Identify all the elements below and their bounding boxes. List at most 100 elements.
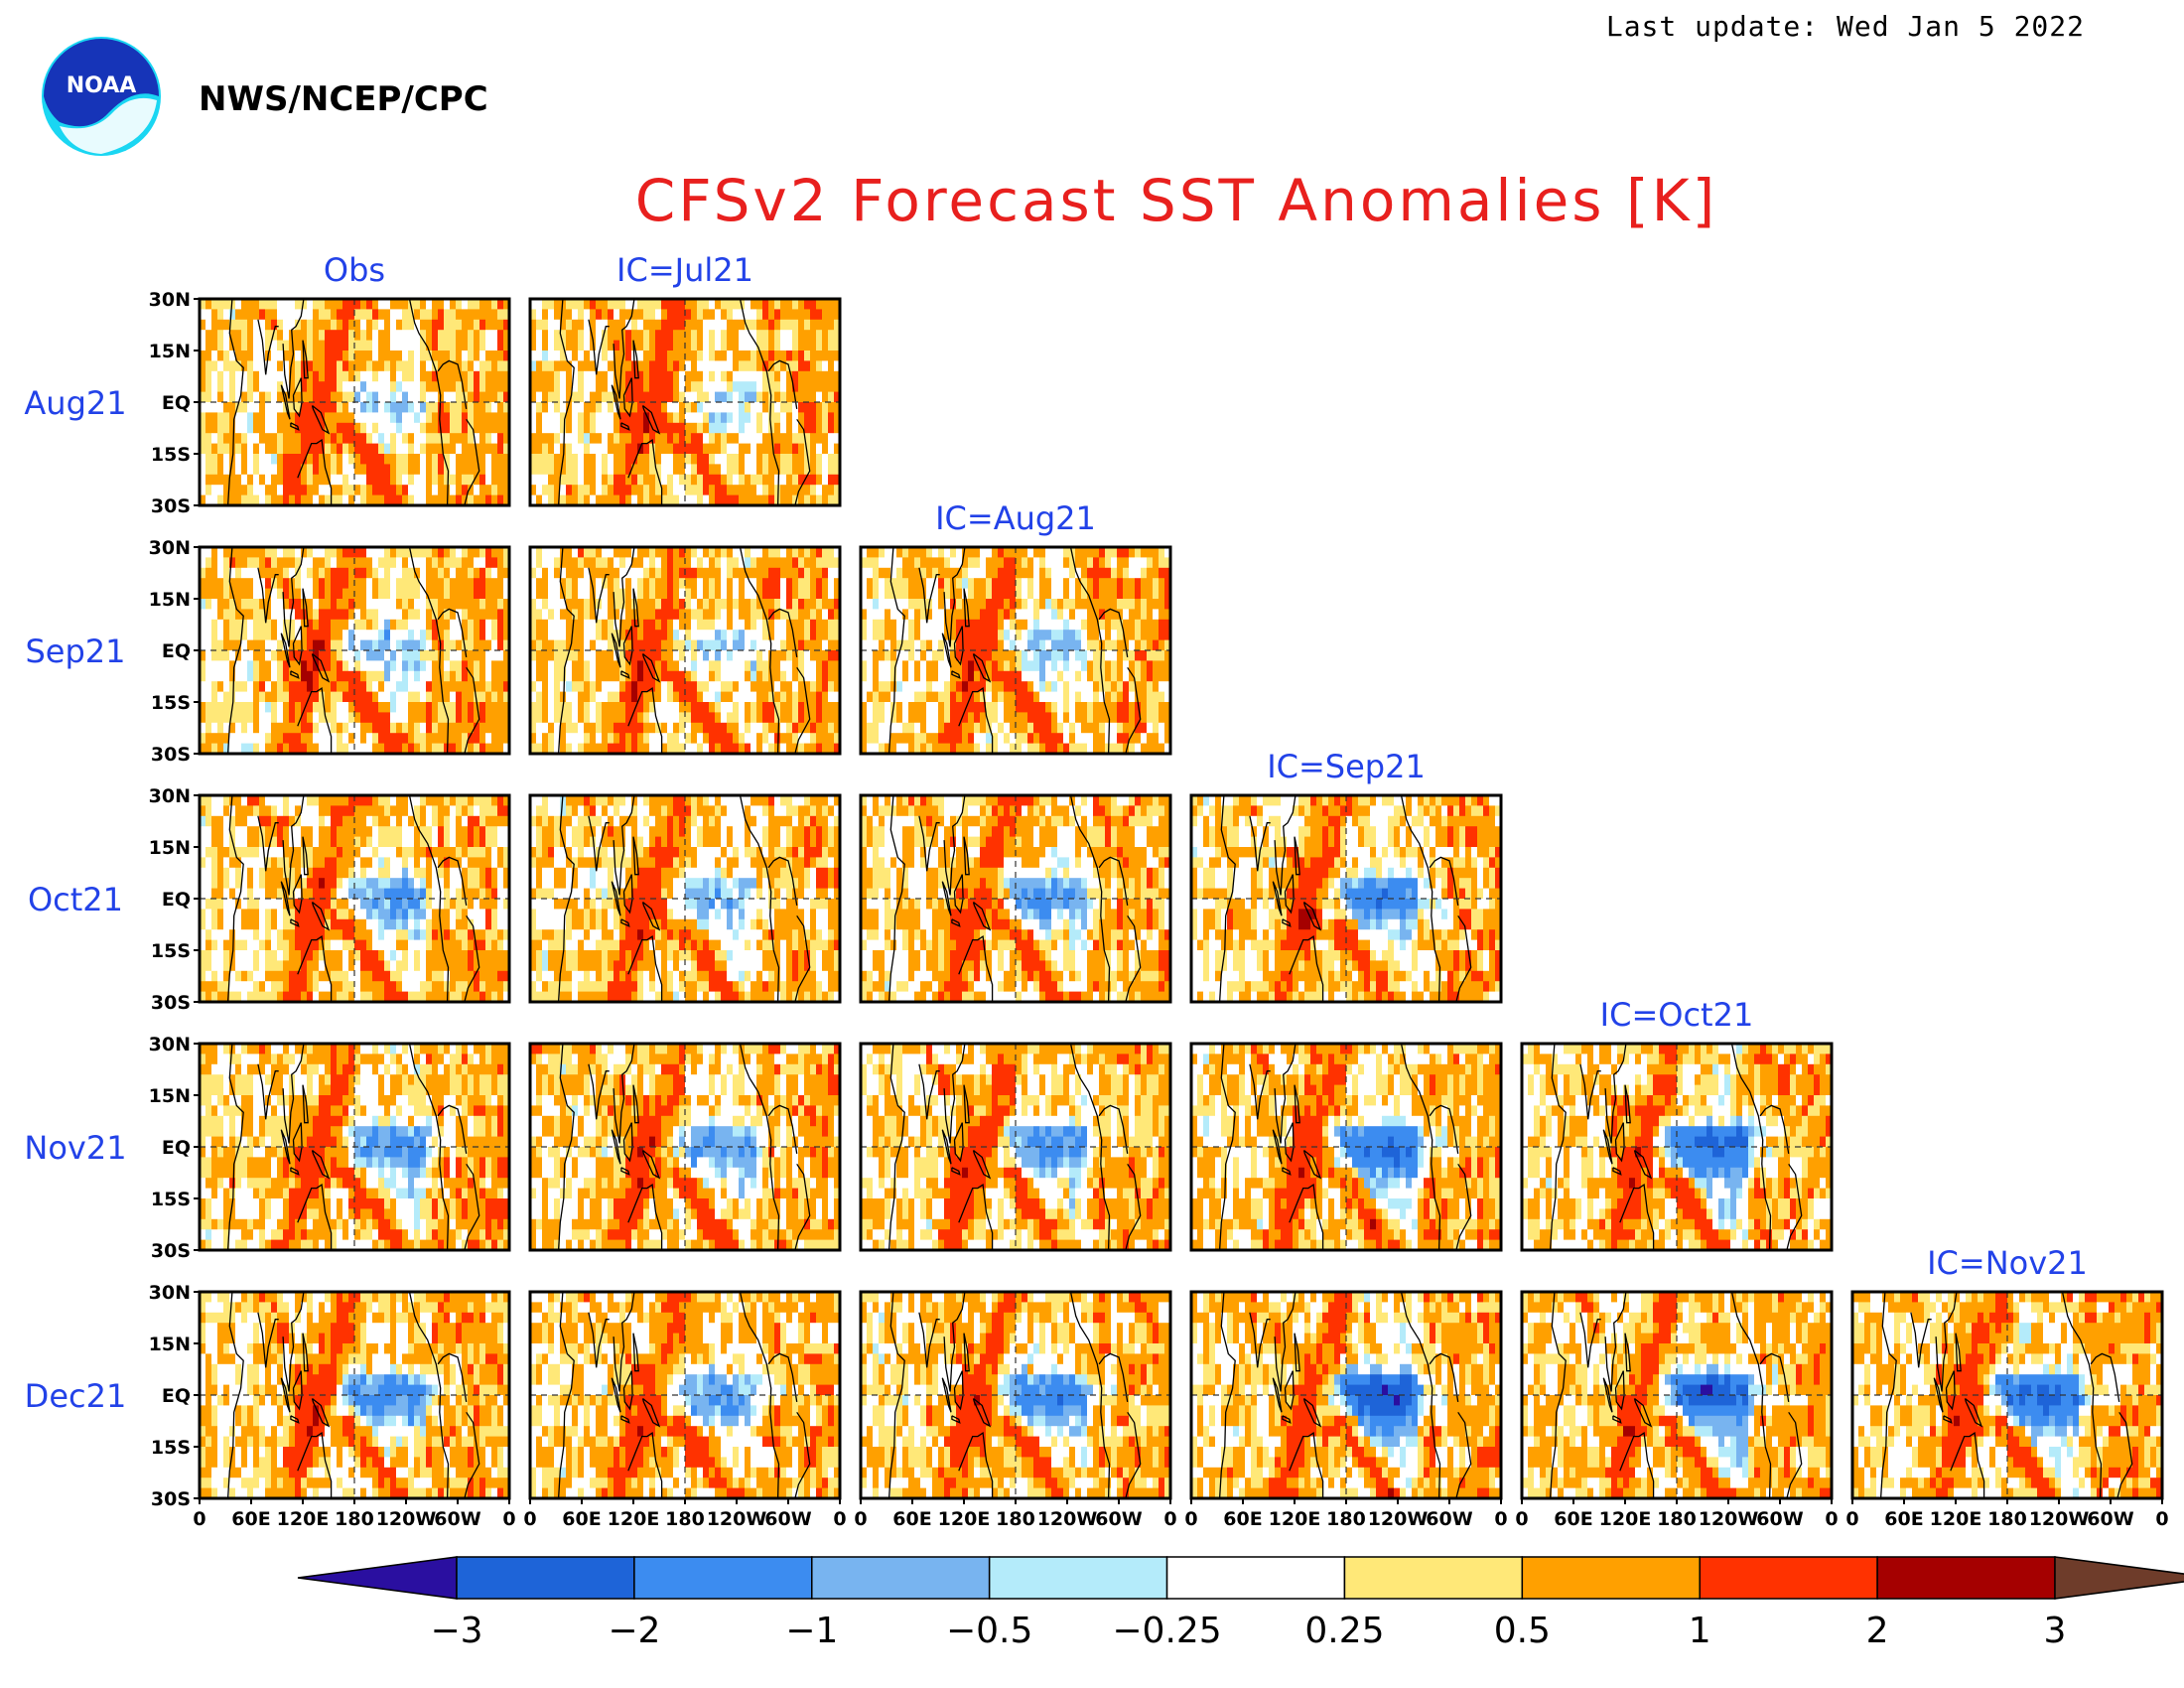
sst-cell (828, 733, 835, 745)
sst-cell (774, 330, 781, 342)
sst-cell (703, 485, 710, 496)
sst-cell (378, 588, 385, 600)
sst-cell (804, 309, 811, 321)
sst-cell (816, 691, 823, 703)
sst-cell (444, 733, 451, 745)
sst-cell (319, 639, 326, 651)
sst-cell (259, 619, 266, 631)
sst-cell (715, 485, 722, 496)
sst-cell (384, 702, 391, 713)
sst-cell (307, 309, 314, 321)
sst-cell (402, 691, 409, 703)
sst-cell (491, 370, 498, 382)
coastline (557, 299, 575, 505)
sst-cell (614, 494, 620, 505)
sst-cell (223, 433, 230, 445)
sst-cell (200, 494, 206, 505)
sst-cell (727, 402, 734, 413)
sst-cell (667, 454, 674, 465)
sst-cell (253, 557, 260, 569)
last-update: Last update: Wed Jan 5 2022 (1606, 10, 2085, 43)
sst-cell (834, 712, 840, 724)
sst-cell (205, 557, 212, 569)
sst-cell (462, 588, 469, 600)
sst-cell (200, 422, 206, 434)
sst-cell (590, 319, 597, 331)
sst-cell (566, 681, 573, 693)
sst-cell (786, 609, 793, 621)
sst-cell (762, 360, 769, 372)
sst-cell (542, 433, 549, 445)
sst-cell (542, 619, 549, 631)
sst-cell (780, 309, 787, 321)
sst-cell (974, 547, 981, 558)
sst-cell (762, 639, 769, 651)
sst-cell (1033, 567, 1040, 579)
sst-cell (348, 402, 355, 413)
sst-cell (834, 494, 840, 505)
sst-cell (265, 588, 272, 600)
sst-cell (902, 609, 909, 621)
sst-cell (619, 360, 626, 372)
sst-cell (241, 454, 248, 465)
sst-cell (733, 630, 740, 641)
sst-cell (998, 681, 1005, 693)
sst-cell (1069, 681, 1076, 693)
sst-cell (542, 639, 549, 651)
sst-cell (786, 464, 793, 476)
sst-cell (295, 402, 302, 413)
sst-cell (408, 370, 415, 382)
sst-cell (968, 702, 975, 713)
sst-cell (277, 722, 284, 734)
sst-cell (542, 402, 549, 413)
sst-cell (271, 609, 278, 621)
sst-cell (420, 412, 427, 424)
sst-cell (619, 299, 626, 310)
sst-cell (1069, 567, 1076, 579)
sst-cell (756, 330, 763, 342)
sst-cell (756, 630, 763, 641)
sst-cell (277, 391, 284, 403)
sst-cell (247, 733, 254, 745)
sst-cell (530, 340, 537, 352)
sst-cell (792, 712, 799, 724)
sst-cell (721, 670, 728, 682)
sst-cell (491, 464, 498, 476)
sst-cell (602, 650, 609, 661)
sst-cell (980, 619, 987, 631)
sst-cell (1051, 691, 1058, 703)
sst-cell (530, 391, 537, 403)
sst-cell (420, 743, 427, 754)
sst-cell (709, 433, 716, 445)
sst-cell (414, 370, 421, 382)
sst-cell (804, 351, 811, 361)
sst-cell (655, 722, 662, 734)
sst-cell (768, 330, 775, 342)
sst-cell (390, 599, 397, 610)
sst-cell (867, 599, 874, 610)
sst-cell (420, 588, 427, 600)
sst-cell (485, 660, 492, 672)
sst-cell (1039, 609, 1046, 621)
sst-cell (956, 588, 963, 600)
sst-cell (479, 639, 486, 651)
sst-cell (885, 660, 891, 672)
sst-cell (366, 630, 373, 641)
sst-cell (727, 588, 734, 600)
sst-cell (542, 474, 549, 486)
sst-cell (1022, 547, 1028, 558)
sst-cell (896, 722, 903, 734)
sst-cell (265, 494, 272, 505)
sst-cell (331, 660, 338, 672)
sst-cell (643, 494, 650, 505)
sst-cell (205, 351, 212, 361)
sst-cell (914, 702, 921, 713)
sst-cell (578, 412, 585, 424)
sst-cell (828, 722, 835, 734)
sst-cell (614, 351, 620, 361)
sst-cell (247, 422, 254, 434)
sst-cell (703, 691, 710, 703)
sst-cell (721, 722, 728, 734)
sst-cell (1063, 567, 1070, 579)
sst-cell (798, 340, 805, 352)
